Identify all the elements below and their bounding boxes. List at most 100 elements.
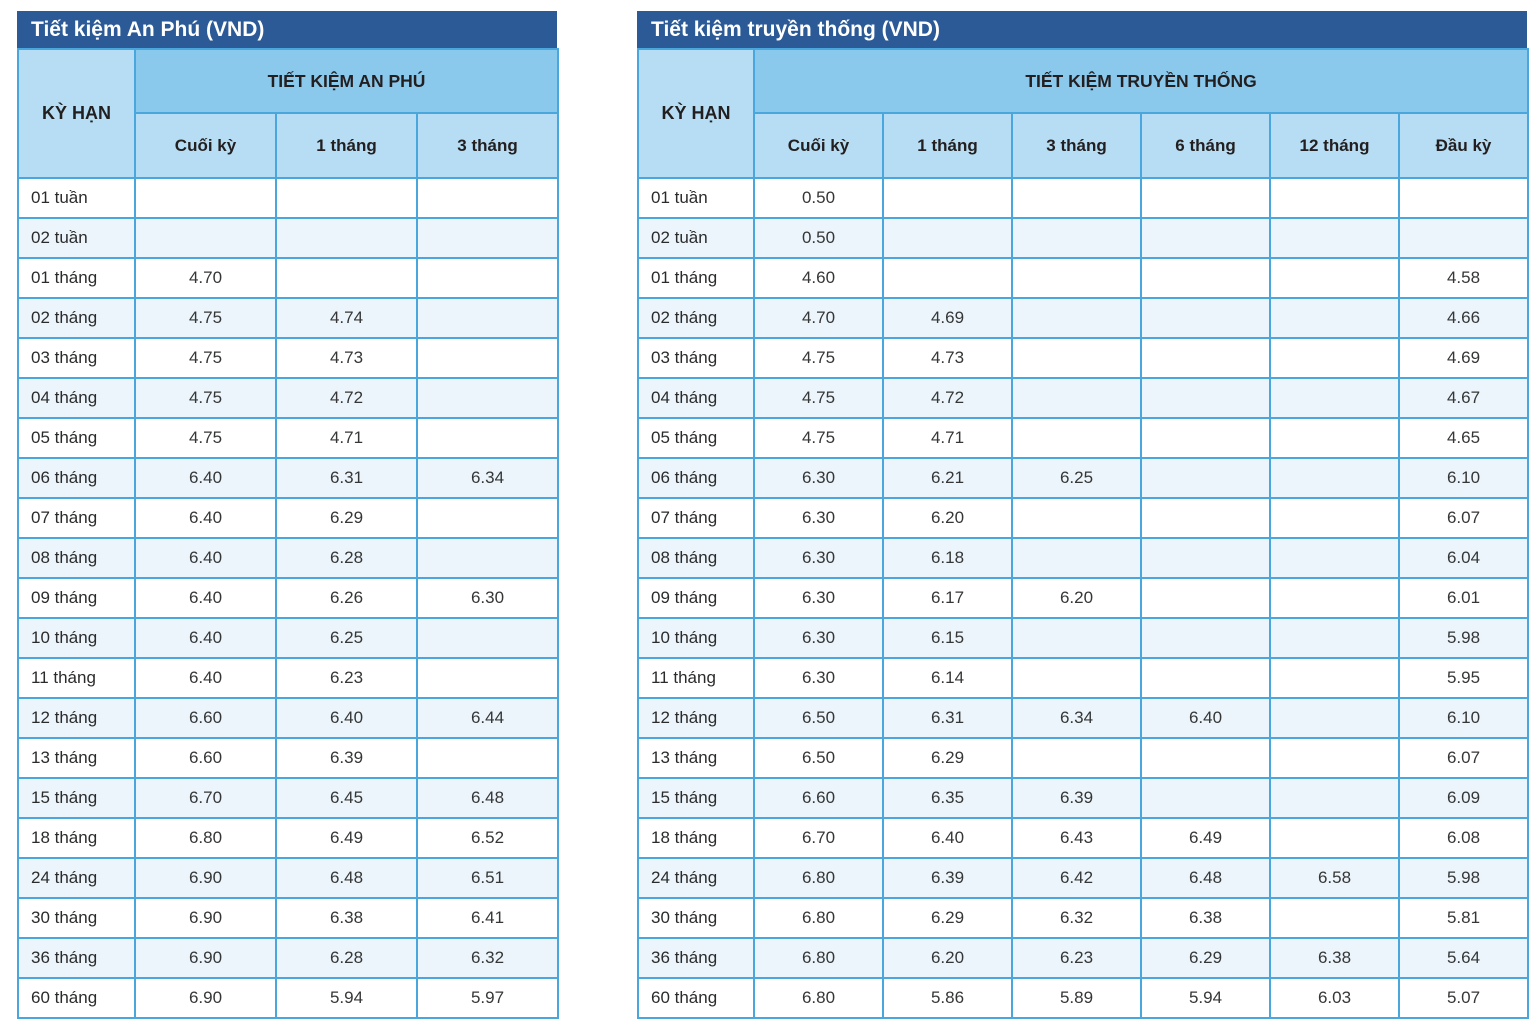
rate-value: 6.60: [753, 777, 884, 819]
table-row: 03 tháng 4.75 4.73: [17, 337, 560, 379]
rate-value: 4.65: [1397, 417, 1530, 459]
rate-value: [1397, 177, 1530, 219]
table-row: 09 tháng 6.30 6.17 6.20 6.01: [637, 577, 1530, 619]
rate-value: 6.39: [275, 737, 418, 779]
rate-value: [1269, 697, 1400, 739]
rate-value: [1269, 657, 1400, 699]
rate-value: 6.23: [275, 657, 418, 699]
term-label: 36 tháng: [637, 937, 755, 979]
rate-value: 6.01: [1397, 577, 1530, 619]
rate-value: 6.29: [1140, 937, 1271, 979]
table-row: 06 tháng 6.40 6.31 6.34: [17, 457, 560, 499]
rate-value: 4.75: [753, 337, 884, 379]
rate-value: 6.40: [134, 457, 277, 499]
rate-value: [1140, 337, 1271, 379]
rate-value: 6.35: [882, 777, 1013, 819]
rate-value: [1269, 177, 1400, 219]
column-header-cuoi-ky: Cuối kỳ: [134, 112, 277, 179]
rate-value: [415, 657, 560, 699]
rate-value: 6.23: [1011, 937, 1142, 979]
rate-value: [1140, 417, 1271, 459]
rate-value: 6.32: [1011, 897, 1142, 939]
rate-value: [1140, 377, 1271, 419]
rate-value: 6.90: [134, 977, 277, 1019]
rate-value: 6.07: [1397, 737, 1530, 779]
rate-value: [415, 417, 560, 459]
term-label: 04 tháng: [637, 377, 755, 419]
table-row: 04 tháng 4.75 4.72: [17, 377, 560, 419]
rate-value: 6.49: [275, 817, 418, 859]
term-label: 24 tháng: [637, 857, 755, 899]
rate-value: 6.40: [134, 577, 277, 619]
rate-value: 6.80: [753, 977, 884, 1019]
term-label: 05 tháng: [17, 417, 136, 459]
rate-value: [1140, 297, 1271, 339]
table-row: 09 tháng 6.40 6.26 6.30: [17, 577, 560, 619]
rate-value: 6.17: [882, 577, 1013, 619]
traditional-table-title: Tiết kiệm truyền thống (VND): [637, 11, 1527, 48]
term-label: 07 tháng: [637, 497, 755, 539]
rate-value: 6.42: [1011, 857, 1142, 899]
rate-value: 6.50: [753, 697, 884, 739]
rate-value: [1011, 337, 1142, 379]
rate-value: [1140, 177, 1271, 219]
term-label: 08 tháng: [637, 537, 755, 579]
rate-value: [415, 737, 560, 779]
term-label: 12 tháng: [17, 697, 136, 739]
rate-value: 6.40: [134, 537, 277, 579]
term-label: 18 tháng: [17, 817, 136, 859]
rate-value: 5.89: [1011, 977, 1142, 1019]
term-label: 01 tuần: [17, 177, 136, 219]
rate-value: 6.40: [134, 657, 277, 699]
term-label: 11 tháng: [637, 657, 755, 699]
rate-value: 6.44: [415, 697, 560, 739]
anphu-table-title: Tiết kiệm An Phú (VND): [17, 11, 557, 48]
rate-value: 4.74: [275, 297, 418, 339]
rate-value: [1269, 297, 1400, 339]
rate-value: [275, 257, 418, 299]
rate-value: 6.39: [1011, 777, 1142, 819]
rate-value: [415, 257, 560, 299]
rate-value: 4.75: [134, 297, 277, 339]
rate-value: [1140, 737, 1271, 779]
term-label: 30 tháng: [637, 897, 755, 939]
rate-value: 6.30: [753, 457, 884, 499]
term-label: 09 tháng: [17, 577, 136, 619]
column-header-cuoi-ky: Cuối kỳ: [753, 112, 884, 179]
rate-value: 6.80: [753, 937, 884, 979]
rate-value: 6.90: [134, 937, 277, 979]
rate-value: 4.75: [134, 337, 277, 379]
term-label: 60 tháng: [17, 977, 136, 1019]
rate-value: 4.69: [1397, 337, 1530, 379]
table-row: 13 tháng 6.60 6.39: [17, 737, 560, 779]
table-row: 30 tháng 6.90 6.38 6.41: [17, 897, 560, 939]
table-row: 05 tháng 4.75 4.71 4.65: [637, 417, 1530, 459]
rate-value: 6.90: [134, 897, 277, 939]
rate-value: [1011, 257, 1142, 299]
term-label: 05 tháng: [637, 417, 755, 459]
rate-value: [415, 537, 560, 579]
rate-value: [1269, 417, 1400, 459]
table-row: 11 tháng 6.30 6.14 5.95: [637, 657, 1530, 699]
term-label: 03 tháng: [17, 337, 136, 379]
anphu-savings-table: Tiết kiệm An Phú (VND) KỲ HẠN TIẾT KIỆM …: [17, 11, 560, 1019]
rate-value: [1011, 297, 1142, 339]
rate-value: [1140, 217, 1271, 259]
rate-value: 6.80: [753, 857, 884, 899]
table-row: 24 tháng 6.90 6.48 6.51: [17, 857, 560, 899]
table-row: 02 tuần 0.50: [637, 217, 1530, 259]
rate-value: [882, 217, 1013, 259]
table-row: 08 tháng 6.40 6.28: [17, 537, 560, 579]
table-row: 02 tháng 4.75 4.74: [17, 297, 560, 339]
rate-value: [134, 177, 277, 219]
table-row: 36 tháng 6.80 6.20 6.23 6.29 6.38 5.64: [637, 937, 1530, 979]
rate-value: 5.07: [1397, 977, 1530, 1019]
rate-value: 6.80: [134, 817, 277, 859]
table-row: 05 tháng 4.75 4.71: [17, 417, 560, 459]
rate-value: [415, 297, 560, 339]
rate-value: 0.50: [753, 177, 884, 219]
term-column-header: KỲ HẠN: [17, 48, 136, 179]
term-label: 07 tháng: [17, 497, 136, 539]
term-label: 01 tuần: [637, 177, 755, 219]
rate-value: 6.25: [1011, 457, 1142, 499]
